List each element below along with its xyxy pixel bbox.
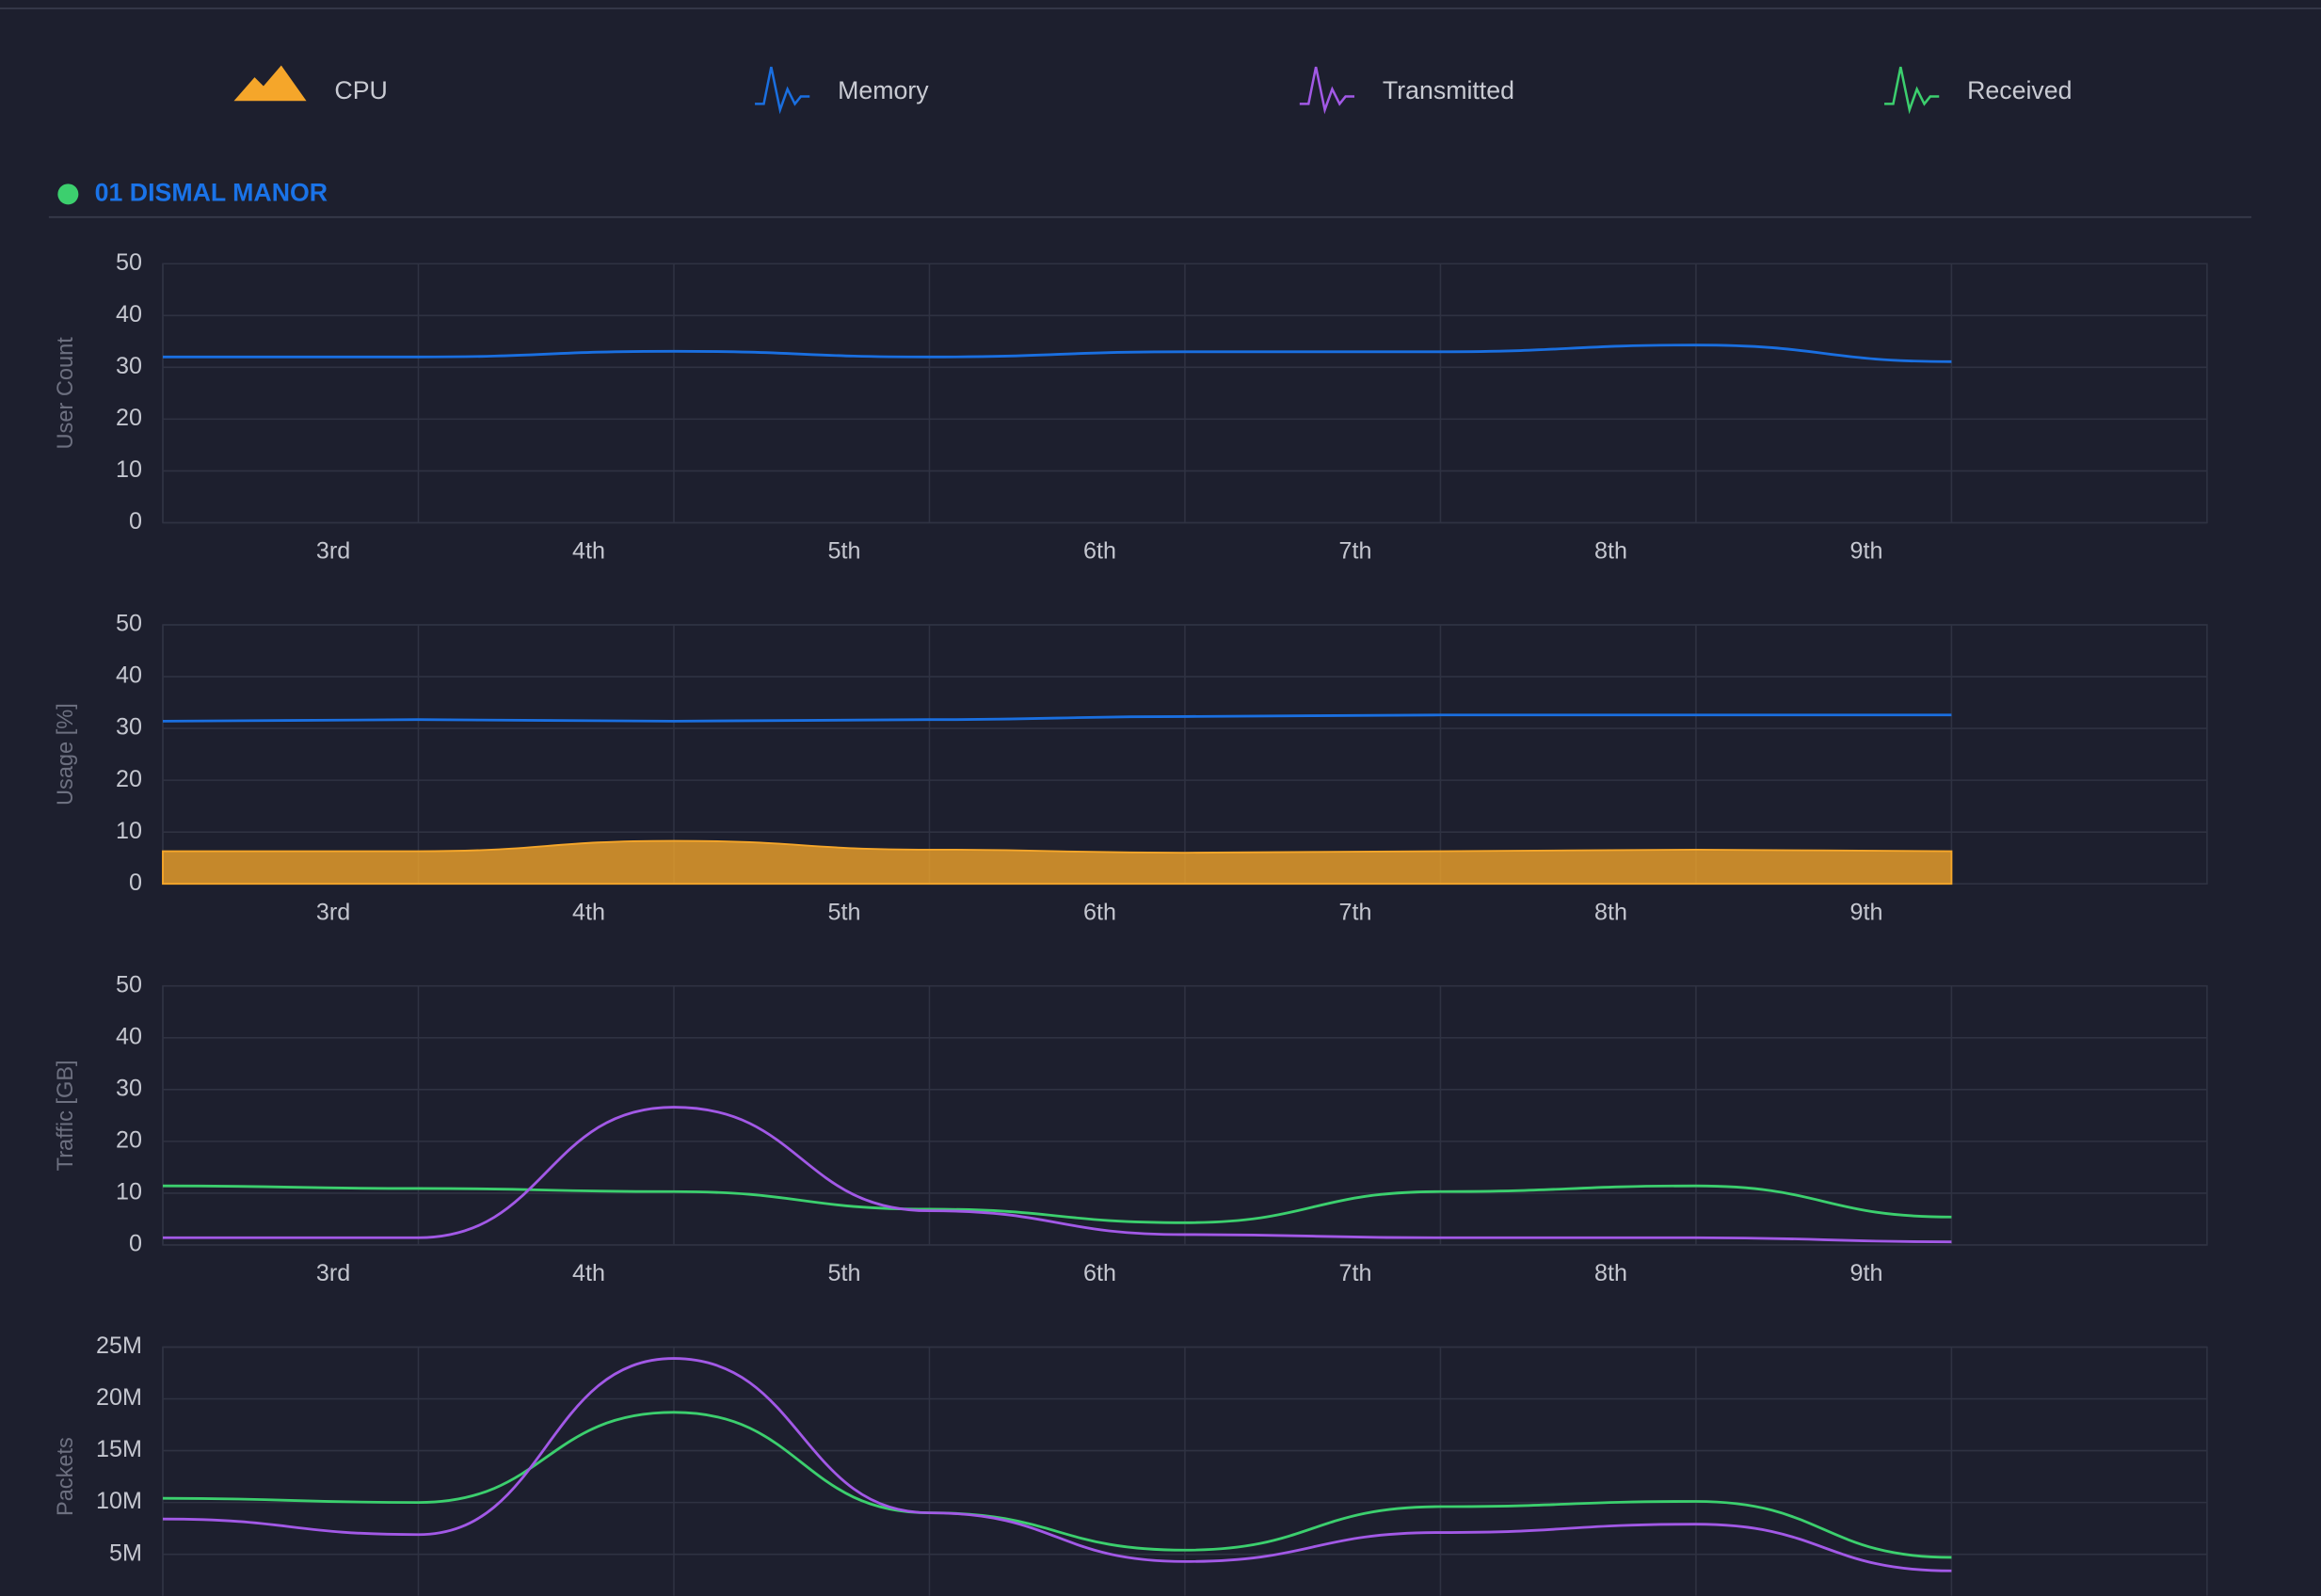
y-axis-label: User Count [53, 337, 77, 450]
x-tick-label: 8th [1594, 538, 1627, 565]
site-title[interactable]: 01 DISMAL MANOR [95, 178, 328, 206]
area [162, 839, 1953, 886]
x-tick-label: 9th [1850, 538, 1883, 565]
line [162, 713, 1952, 723]
y-tick-label: 30 [116, 714, 142, 741]
y-tick-label: 20 [116, 1127, 142, 1154]
y-tick-label: 40 [116, 1023, 142, 1049]
x-tick-label: 4th [572, 899, 605, 925]
x-tick-label: 7th [1339, 899, 1372, 925]
line [162, 1411, 1952, 1559]
legend-icon [233, 65, 307, 102]
line [162, 1106, 1952, 1244]
y-tick-label: 50 [116, 249, 142, 276]
y-tick-label: 15M [96, 1436, 142, 1462]
y-tick-label: 20M [96, 1384, 142, 1411]
status-dot [57, 184, 79, 205]
x-tick-label: 8th [1594, 899, 1627, 925]
x-tick-label: 8th [1594, 1260, 1627, 1286]
legend-label: Received [1967, 76, 2072, 104]
y-axis-label: Packets [53, 1437, 77, 1516]
legend-icon [1884, 66, 1940, 115]
x-tick-label: 5th [828, 538, 861, 565]
y-tick-label: 10 [116, 818, 142, 844]
x-tick-label: 4th [572, 1260, 605, 1286]
y-tick-label: 10 [116, 1179, 142, 1205]
y-tick-label: 10 [116, 456, 142, 483]
y-tick-label: 20 [116, 766, 142, 792]
x-tick-label: 3rd [316, 1260, 350, 1286]
y-tick-label: 0 [129, 870, 142, 896]
legend-icon [1299, 66, 1355, 115]
legend-icon [755, 66, 810, 115]
y-tick-label: 30 [116, 353, 142, 379]
line [162, 1357, 1952, 1572]
x-tick-label: 7th [1339, 1260, 1372, 1286]
x-tick-label: 5th [828, 899, 861, 925]
x-tick-label: 3rd [316, 538, 350, 565]
x-tick-label: 6th [1083, 538, 1116, 565]
x-tick-label: 9th [1850, 899, 1883, 925]
x-tick-label: 5th [828, 1260, 861, 1286]
y-axis-label: Usage [%] [53, 703, 77, 806]
chart: 0 10 20 30 40 50 3rd 4th 5th 6th 7th 8th 9th Traffic … [53, 971, 2208, 1286]
y-tick-label: 20 [116, 405, 142, 431]
y-tick-label: 10M [96, 1488, 142, 1514]
x-tick-label: 3rd [316, 899, 350, 925]
y-tick-label: 0 [129, 1231, 142, 1257]
y-tick-label: 50 [116, 971, 142, 998]
x-tick-label: 9th [1850, 1260, 1883, 1286]
chart: 0 10 20 30 40 50 3rd 4th 5th 6th 7th 8th 9th User Cou… [53, 249, 2208, 565]
legend-label: Transmitted [1383, 76, 1514, 104]
x-tick-label: 7th [1339, 538, 1372, 565]
x-tick-label: 4th [572, 538, 605, 565]
line [162, 1184, 1952, 1224]
x-tick-label: 6th [1083, 899, 1116, 925]
y-tick-label: 0 [129, 508, 142, 535]
y-tick-label: 40 [116, 662, 142, 689]
y-tick-label: 25M [96, 1333, 142, 1359]
chart: 5M 10M 15M 20M 25M Packets [53, 1333, 2208, 1596]
x-tick-label: 6th [1083, 1260, 1116, 1286]
legend-label: Memory [838, 76, 929, 104]
y-tick-label: 40 [116, 301, 142, 327]
y-axis-label: Traffic [GB] [53, 1060, 77, 1171]
legend-label: CPU [334, 76, 387, 104]
chart: 0 10 20 30 40 50 3rd 4th 5th 6th 7th 8th 9th Usage [%… [53, 611, 2208, 925]
line [162, 343, 1952, 363]
y-tick-label: 50 [116, 611, 142, 637]
y-tick-label: 30 [116, 1075, 142, 1101]
y-tick-label: 5M [109, 1540, 142, 1566]
